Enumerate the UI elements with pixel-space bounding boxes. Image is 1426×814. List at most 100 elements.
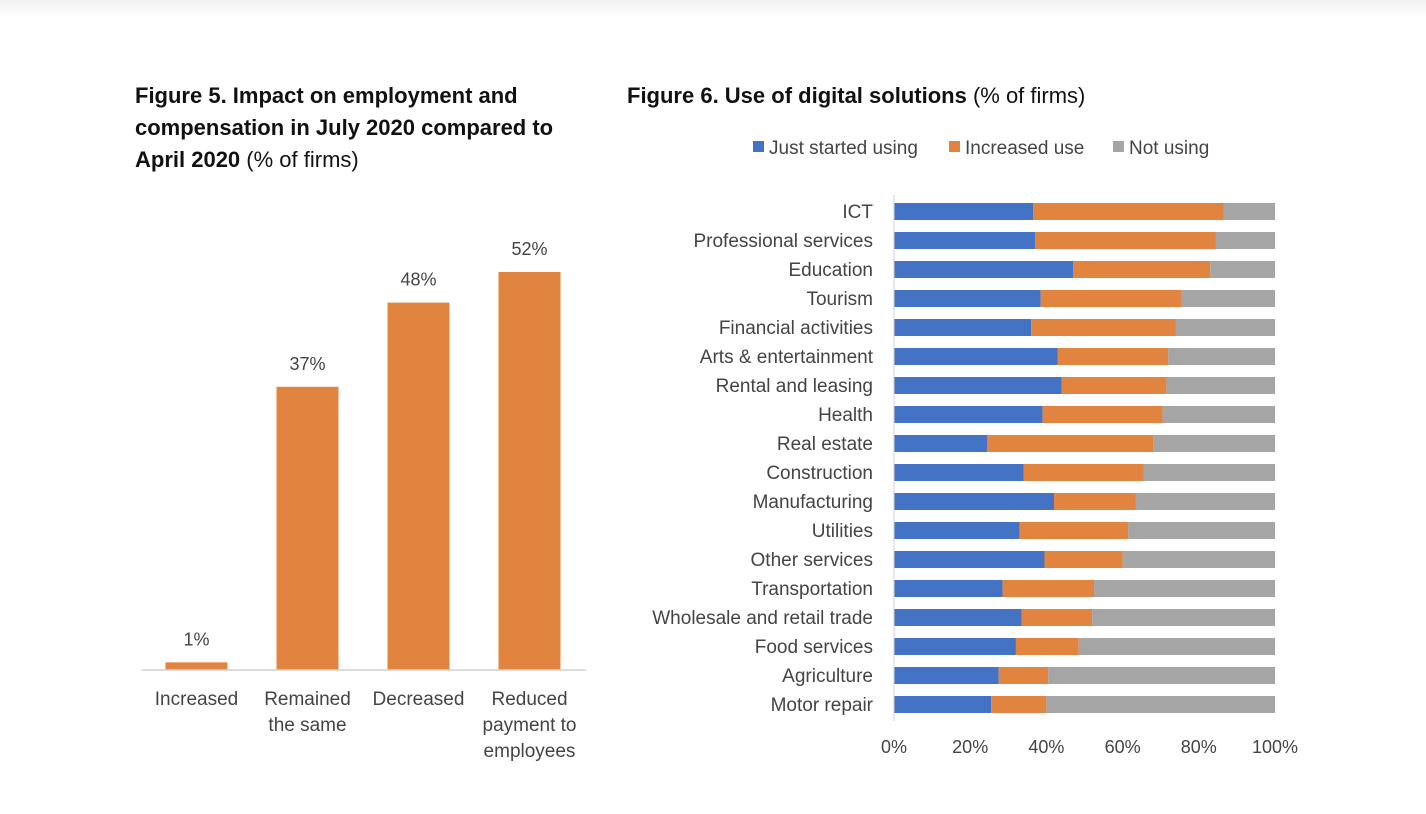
fig6-bar-health-just-started-using [894,406,1043,423]
fig6-bar-other-services-just-started-using [894,551,1045,568]
fig6-category-label-arts-and-entertainment: Arts & entertainment [700,347,874,368]
fig6-category-label-tourism: Tourism [806,289,873,310]
fig5-bar-3 [498,272,561,670]
fig6-category-label-other-services: Other services [751,550,873,571]
fig6-bar-manufacturing-increased-use [1054,493,1136,510]
fig6-category-label-professional-services: Professional services [693,231,873,252]
fig6-bar-health-increased-use [1042,406,1163,423]
fig6-category-label-construction: Construction [766,463,873,484]
fig6-bar-rental-and-leasing-not-using [1166,377,1275,394]
fig6-bar-professional-services-not-using [1215,232,1275,249]
fig6-bar-transportation-just-started-using [894,580,1003,597]
fig6-bar-other-services-increased-use [1044,551,1123,568]
fig6-bar-food-services-just-started-using [894,638,1016,655]
fig6-bar-other-services-not-using [1122,551,1275,568]
fig6-bar-financial-activities-not-using [1175,319,1275,336]
fig6-category-label-financial-activities: Financial activities [719,318,873,339]
fig6-bar-financial-activities-increased-use [1031,319,1176,336]
fig6-bar-real-estate-just-started-using [894,435,988,452]
fig6-bar-manufacturing-not-using [1135,493,1275,510]
fig6-bar-food-services-not-using [1078,638,1275,655]
fig5-data-label-3: 52% [511,239,547,259]
top-shade [0,0,1426,18]
fig6-bar-food-services-increased-use [1015,638,1079,655]
fig5-category-label-3-1: payment to [483,715,577,736]
fig5-bar-0 [165,662,228,670]
fig6-category-label-manufacturing: Manufacturing [753,492,873,513]
fig6-legend-label-not-using: Not using [1129,138,1209,159]
fig6-bar-wholesale-and-retail-trade-increased-use [1021,609,1093,626]
fig6-legend-swatch-not-using [1113,141,1124,152]
fig5-category-label-3-2: employees [484,741,576,762]
fig6-category-label-motor-repair: Motor repair [771,695,874,716]
fig5-category-label-1-1: the same [268,715,346,736]
figure5-title-text: Figure 5. Impact on employment and compe… [135,83,554,172]
fig6-bar-utilities-not-using [1128,522,1275,539]
figure6-title: Figure 6. Use of digital solutions (% of… [627,80,1327,112]
fig6-x-tick-label-0: 0% [881,737,907,757]
fig6-bar-professional-services-increased-use [1034,232,1216,249]
fig6-bar-construction-just-started-using [894,464,1024,481]
fig6-bar-arts-and-entertainment-increased-use [1057,348,1169,365]
fig5-category-label-3-0: Reduced [491,689,567,710]
fig6-bar-utilities-just-started-using [894,522,1020,539]
fig6-x-tick-label-2: 40% [1028,737,1064,757]
fig6-bar-education-increased-use [1073,261,1211,278]
fig5-category-label-2-0: Decreased [373,689,465,710]
figure5-title-unit: (% of firms) [246,147,359,172]
fig6-bar-manufacturing-just-started-using [894,493,1055,510]
fig6-bar-motor-repair-not-using [1046,696,1275,713]
figure5-chart: 1% Increased 37% Remained the same 48% Decreas… [142,239,586,762]
fig6-category-label-transportation: Transportation [751,579,873,600]
fig6-bar-arts-and-entertainment-just-started-using [894,348,1058,365]
fig5-category-label-0-0: Increased [155,689,238,710]
fig5-category-label-1-0: Remained [264,689,351,710]
fig6-bar-agriculture-increased-use [998,667,1049,684]
fig6-bar-construction-not-using [1143,464,1275,481]
fig6-bar-real-estate-increased-use [987,435,1154,452]
fig6-category-label-rental-and-leasing: Rental and leasing [716,376,873,397]
fig6-bar-wholesale-and-retail-trade-not-using [1092,609,1275,626]
fig6-bar-education-just-started-using [894,261,1074,278]
fig6-category-label-real-estate: Real estate [777,434,873,455]
fig6-bar-motor-repair-increased-use [991,696,1047,713]
fig6-bar-transportation-increased-use [1002,580,1095,597]
fig6-legend-swatch-just-started-using [753,141,764,152]
fig6-bar-transportation-not-using [1094,580,1275,597]
fig6-bar-tourism-not-using [1181,290,1275,307]
fig6-bar-tourism-just-started-using [894,290,1041,307]
figure5-title: Figure 5. Impact on employment and compe… [135,80,605,176]
fig6-bar-health-not-using [1162,406,1275,423]
fig6-x-tick-label-5: 100% [1252,737,1298,757]
fig6-bar-professional-services-just-started-using [894,232,1035,249]
fig6-bar-arts-and-entertainment-not-using [1168,348,1275,365]
fig6-x-tick-label-1: 20% [952,737,988,757]
fig6-bar-education-not-using [1210,261,1275,278]
fig6-category-label-utilities: Utilities [812,521,873,542]
fig6-category-label-agriculture: Agriculture [782,666,873,687]
fig6-category-label-ict: ICT [842,202,873,223]
fig6-category-label-education: Education [788,260,873,281]
fig6-bar-rental-and-leasing-just-started-using [894,377,1062,394]
fig5-data-label-0: 1% [183,629,209,649]
fig6-category-label-food-services: Food services [755,637,873,658]
fig6-bar-financial-activities-just-started-using [894,319,1032,336]
fig6-category-label-health: Health [818,405,873,426]
figure6-title-unit: (% of firms) [972,83,1086,108]
fig6-bar-motor-repair-just-started-using [894,696,992,713]
fig6-legend-label-increased-use: Increased use [965,138,1084,159]
fig6-bar-agriculture-not-using [1048,667,1275,684]
fig6-x-tick-label-3: 60% [1105,737,1141,757]
fig5-bar-1 [276,386,339,670]
fig6-bar-ict-not-using [1223,203,1275,220]
fig5-data-label-1: 37% [289,354,325,374]
fig6-legend-swatch-increased-use [949,141,960,152]
fig6-bar-construction-increased-use [1023,464,1144,481]
fig6-bar-utilities-increased-use [1019,522,1129,539]
fig6-bar-ict-increased-use [1033,203,1224,220]
fig6-bar-tourism-increased-use [1040,290,1182,307]
fig6-bar-agriculture-just-started-using [894,667,999,684]
fig5-bar-2 [387,302,450,670]
fig6-bar-wholesale-and-retail-trade-just-started-using [894,609,1022,626]
